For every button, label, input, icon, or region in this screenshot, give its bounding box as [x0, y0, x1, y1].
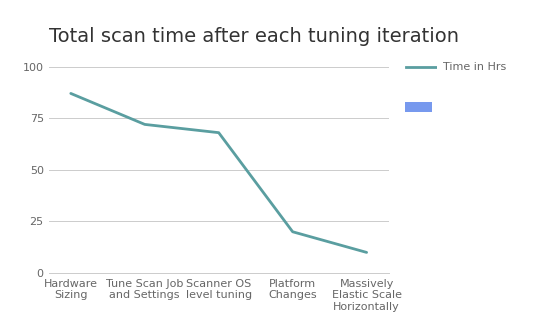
Text: Time in Hrs: Time in Hrs — [443, 62, 506, 72]
Text: Total scan time after each tuning iteration: Total scan time after each tuning iterat… — [49, 27, 458, 46]
